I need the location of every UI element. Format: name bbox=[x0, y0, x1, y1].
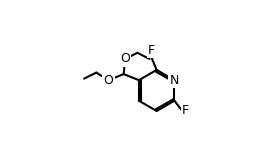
Text: O: O bbox=[120, 52, 130, 65]
Text: N: N bbox=[170, 74, 179, 87]
Text: O: O bbox=[104, 74, 113, 87]
Text: F: F bbox=[148, 44, 155, 57]
Text: F: F bbox=[182, 104, 189, 117]
